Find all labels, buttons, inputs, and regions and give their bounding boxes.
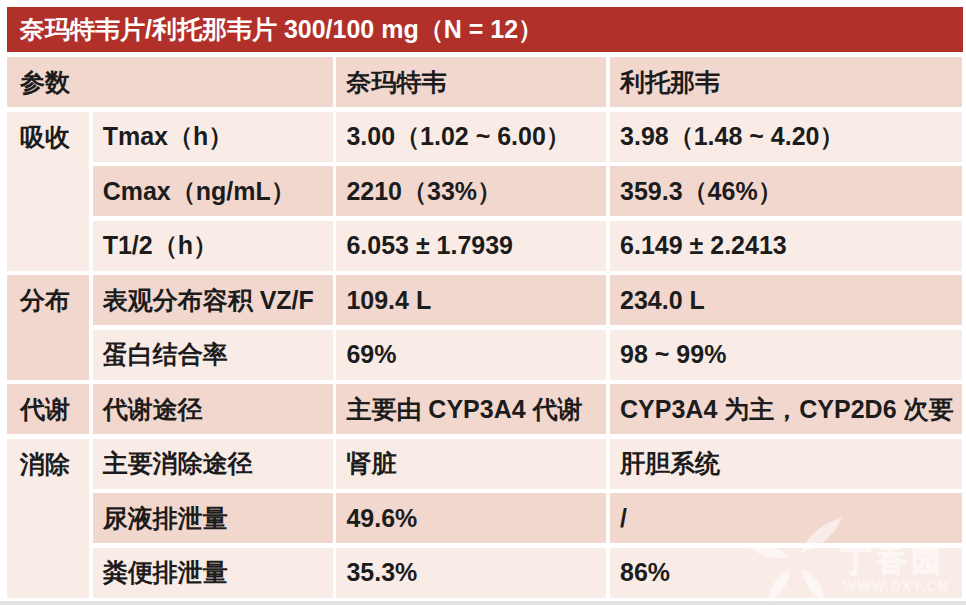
- value-protein-binding-nirmatrelvir: 69%: [336, 330, 606, 380]
- param-cmax: Cmax（ng/mL）: [93, 166, 333, 216]
- value-metabolic-pathway-ritonavir: CYP3A4 为主，CYP2D6 次要: [610, 384, 962, 434]
- table-title-bar: 奈玛特韦片/利托那韦片 300/100 mg（N = 12）: [7, 7, 963, 52]
- pharmacokinetics-page: 奈玛特韦片/利托那韦片 300/100 mg（N = 12） 参数 奈玛特韦 利…: [0, 0, 966, 605]
- dxy-brand-text: 丁香园: [841, 544, 946, 577]
- value-t12-nirmatrelvir: 6.053 ± 1.7939: [336, 221, 606, 271]
- value-tmax-ritonavir: 3.98（1.48 ~ 4.20）: [610, 112, 962, 162]
- value-vzf-ritonavir: 234.0 L: [610, 275, 962, 325]
- dxy-site-text: WWW.DXY.CN: [843, 578, 949, 594]
- dxy-watermark: 丁香园 WWW.DXY.CN: [740, 500, 966, 605]
- header-ritonavir: 利托那韦: [610, 57, 962, 107]
- value-t12-ritonavir: 6.149 ± 2.2413: [610, 221, 962, 271]
- value-main-elimination-ritonavir: 肝胆系统: [610, 439, 962, 489]
- value-metabolic-pathway-nirmatrelvir: 主要由 CYP3A4 代谢: [336, 384, 606, 434]
- value-cmax-ritonavir: 359.3（46%）: [610, 166, 962, 216]
- header-nirmatrelvir: 奈玛特韦: [336, 57, 606, 107]
- value-main-elimination-nirmatrelvir: 肾脏: [336, 439, 606, 489]
- value-vzf-nirmatrelvir: 109.4 L: [336, 275, 606, 325]
- param-protein-binding: 蛋白结合率: [93, 330, 333, 380]
- value-feces-excretion-nirmatrelvir: 35.3%: [336, 548, 606, 598]
- param-metabolic-pathway: 代谢途径: [93, 384, 333, 434]
- category-metabolism: 代谢: [7, 384, 89, 434]
- value-protein-binding-ritonavir: 98 ~ 99%: [610, 330, 962, 380]
- value-urine-excretion-nirmatrelvir: 49.6%: [336, 493, 606, 543]
- param-t12: T1/2（h）: [93, 221, 333, 271]
- param-vzf: 表观分布容积 VZ/F: [93, 275, 333, 325]
- value-tmax-nirmatrelvir: 3.00（1.02 ~ 6.00）: [336, 112, 606, 162]
- param-tmax: Tmax（h）: [93, 112, 333, 162]
- category-distribution: 分布: [7, 275, 89, 380]
- category-elimination: 消除: [7, 439, 89, 598]
- category-absorption: 吸收: [7, 112, 89, 271]
- param-main-elimination: 主要消除途径: [93, 439, 333, 489]
- param-urine-excretion: 尿液排泄量: [93, 493, 333, 543]
- dxy-flower-icon: [748, 518, 842, 602]
- param-feces-excretion: 粪便排泄量: [93, 548, 333, 598]
- header-parameter: 参数: [7, 57, 333, 107]
- value-cmax-nirmatrelvir: 2210（33%）: [336, 166, 606, 216]
- table-title: 奈玛特韦片/利托那韦片 300/100 mg（N = 12）: [20, 13, 543, 46]
